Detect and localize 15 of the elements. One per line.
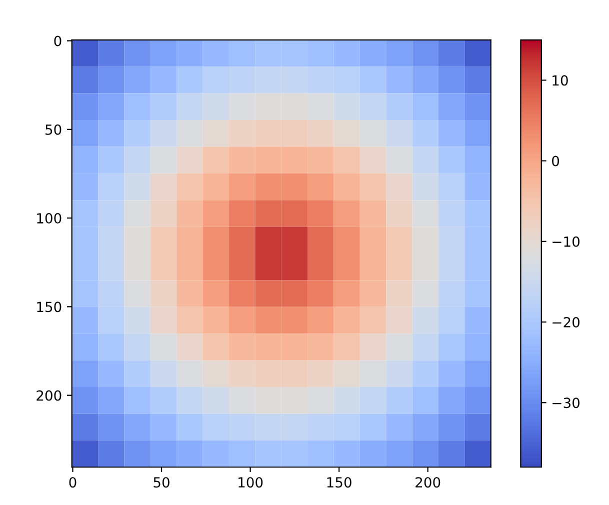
y-tick-label: 0: [54, 36, 62, 46]
x-tick-label: 50: [154, 477, 170, 488]
x-tick-label: 100: [238, 477, 263, 488]
color-bar-label: −10: [552, 236, 580, 247]
x-tick-label: 200: [416, 477, 440, 488]
y-tick-label: 200: [36, 390, 62, 401]
color-bar-label: −30: [552, 398, 580, 408]
x-tick-label: 0: [69, 477, 76, 488]
y-tick-label: 100: [37, 213, 62, 224]
color-bar-label: 0: [552, 156, 560, 166]
color-bar-label: 10: [552, 75, 568, 86]
x-tick-label: 150: [327, 477, 352, 488]
color-bar-label: −20: [552, 316, 580, 328]
y-tick-label: 50: [46, 124, 62, 135]
y-tick-label: 150: [37, 302, 62, 312]
